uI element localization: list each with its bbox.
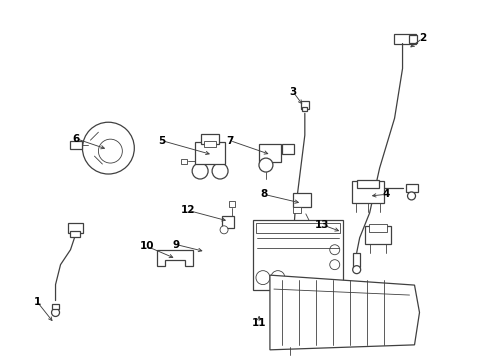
Circle shape [306,222,312,228]
Bar [292,193,310,207]
Bar [393,33,415,44]
Bar [228,201,235,207]
Text: 3: 3 [289,87,296,97]
Text: 11: 11 [251,319,266,328]
Bar [259,144,280,162]
Bar [352,253,360,267]
Bar [181,159,187,163]
Bar [201,134,219,144]
Text: 12: 12 [181,206,195,216]
Bar [195,142,224,164]
Bar [67,223,83,233]
Bar [252,220,342,289]
Bar [289,245,296,259]
Bar [405,184,417,192]
Bar [70,141,82,149]
Circle shape [352,266,360,274]
Bar [281,144,293,154]
Circle shape [259,158,272,172]
Polygon shape [269,275,419,350]
Bar [351,181,383,203]
Bar [255,223,339,233]
Text: 13: 13 [315,220,329,230]
Text: 1: 1 [34,297,41,307]
Circle shape [288,258,296,266]
Bar [300,101,308,109]
Text: 6: 6 [73,134,80,144]
Circle shape [82,122,134,174]
Bar [364,226,390,244]
Bar [292,207,300,213]
Circle shape [51,309,60,316]
Bar [222,216,234,228]
Circle shape [220,226,227,234]
Text: 8: 8 [260,189,267,199]
Circle shape [98,139,122,163]
Bar [302,107,306,111]
Circle shape [329,260,339,270]
Text: 4: 4 [382,189,389,199]
Polygon shape [157,250,193,266]
Circle shape [270,271,285,285]
Bar [368,224,386,232]
Text: 9: 9 [172,239,180,249]
Circle shape [192,163,208,179]
Bar [70,231,81,237]
Text: 7: 7 [226,136,233,145]
Text: 5: 5 [158,136,165,145]
Text: 2: 2 [418,33,425,43]
Circle shape [212,163,227,179]
Bar [356,180,378,188]
Bar [52,303,59,310]
Circle shape [407,192,415,200]
Bar [203,141,216,147]
Circle shape [255,271,269,285]
Bar [407,35,416,42]
Text: 10: 10 [140,241,154,251]
Circle shape [329,245,339,255]
